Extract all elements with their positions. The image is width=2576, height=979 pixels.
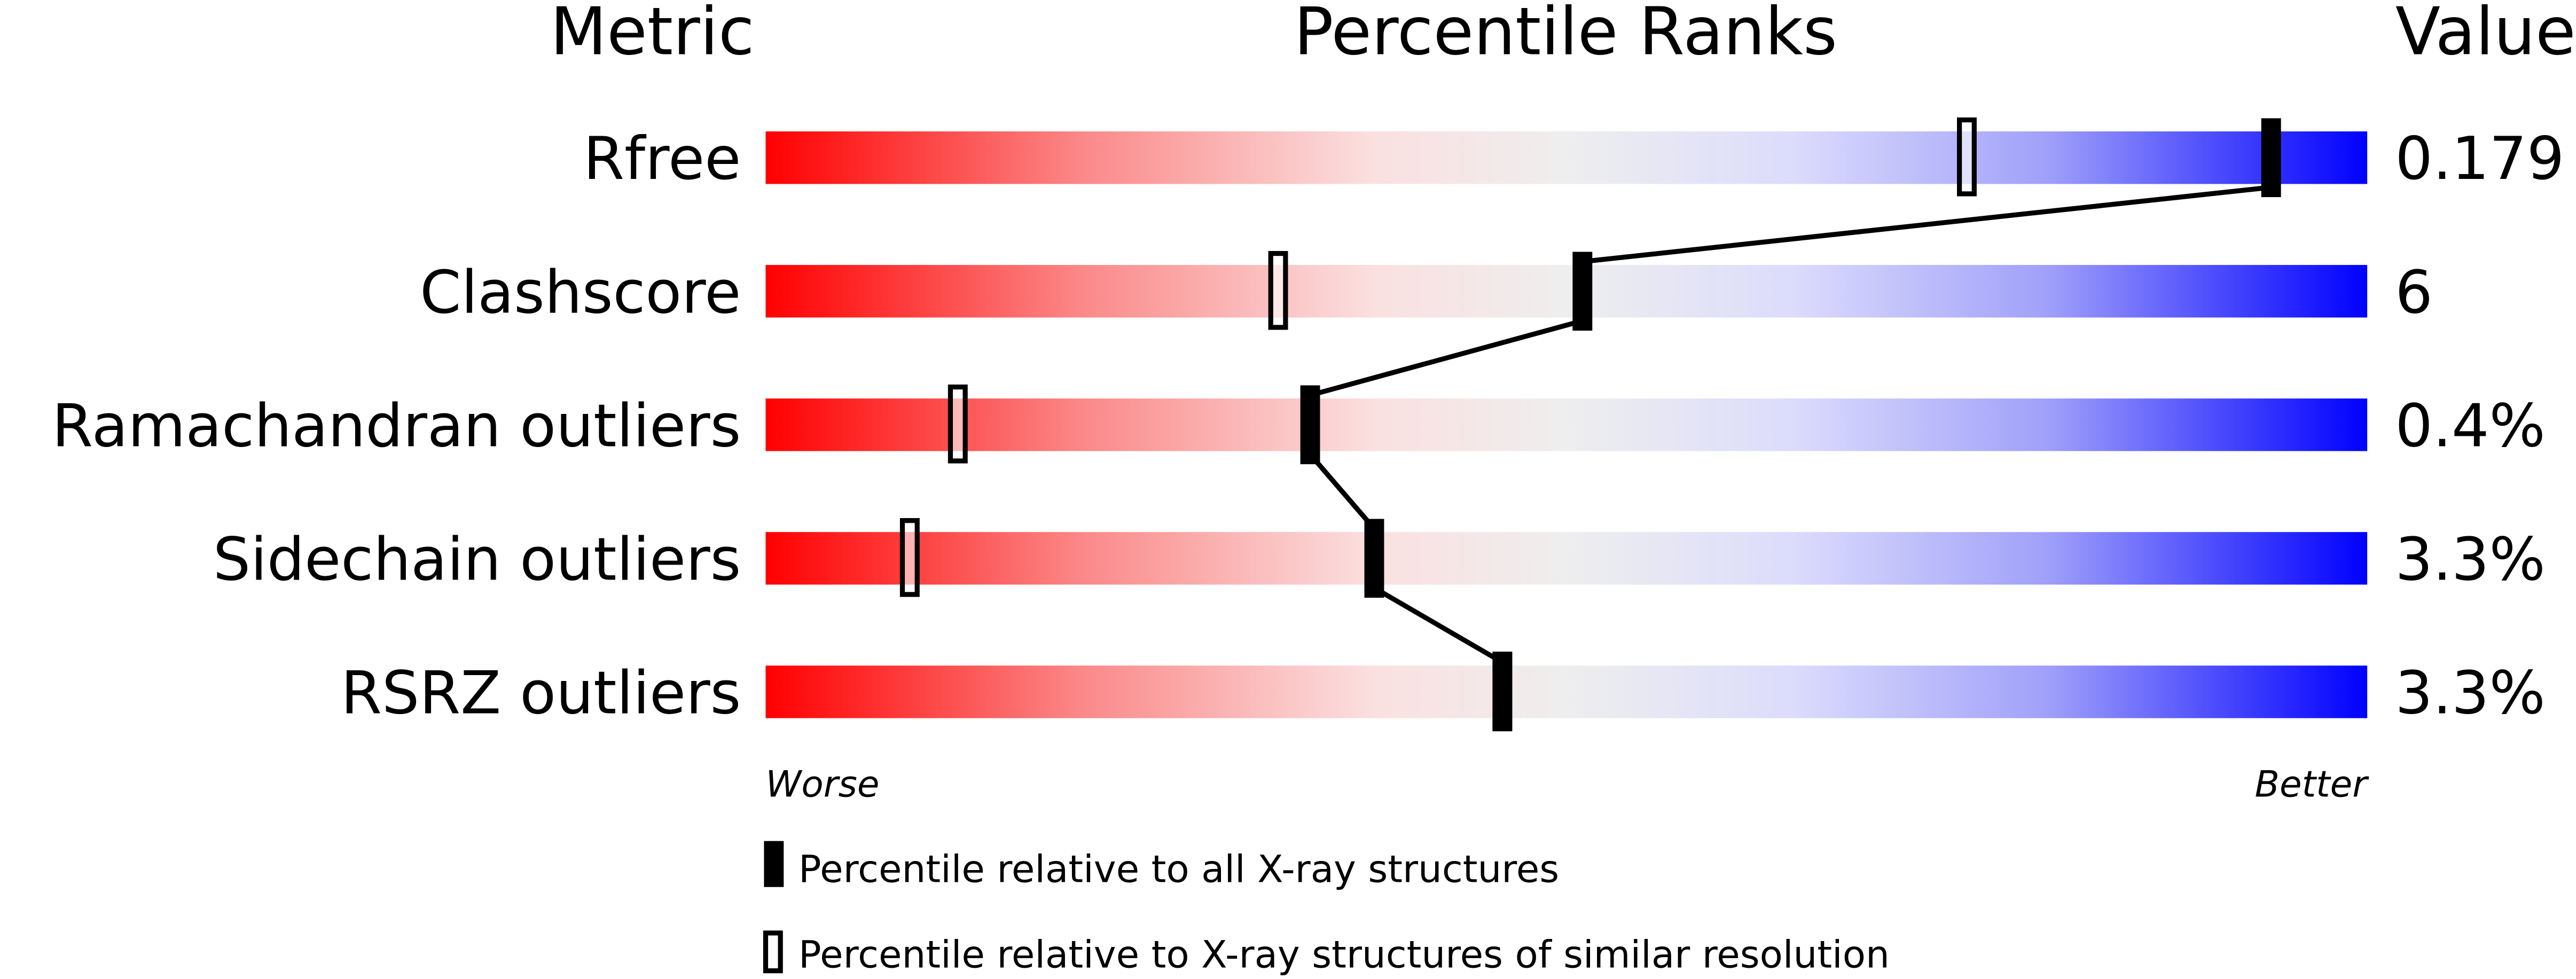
percentile-bar (765, 131, 2368, 184)
legend-similar-resolution: Percentile relative to X-ray structures … (798, 932, 1890, 976)
percentile-bar (765, 265, 2368, 318)
metric-value: 0.4% (2395, 391, 2545, 460)
metric-label: Clashscore (420, 258, 741, 327)
metric-label: Ramachandran outliers (52, 391, 741, 460)
metric-value: 3.3% (2395, 525, 2545, 594)
all-structures-marker (2261, 118, 2281, 198)
similar-resolution-marker (948, 384, 968, 464)
similar-resolution-marker (1956, 117, 1977, 197)
metric-label: Rfree (583, 124, 741, 193)
metric-value: 6 (2395, 258, 2432, 327)
similar-resolution-marker (899, 518, 920, 597)
all-structures-marker (1492, 652, 1513, 732)
header-value: Value (2395, 0, 2576, 70)
metric-value: 3.3% (2395, 659, 2545, 727)
legend-filled-marker-icon (764, 841, 784, 887)
header-percentile-ranks: Percentile Ranks (1294, 0, 1837, 70)
percentile-bar (765, 398, 2368, 451)
legend-all-structures: Percentile relative to all X-ray structu… (798, 847, 1559, 891)
similar-resolution-marker (1268, 250, 1288, 330)
metric-label: RSRZ outliers (341, 659, 741, 727)
percentile-bar (765, 532, 2368, 585)
all-structures-marker (1364, 519, 1384, 598)
legend-open-marker-icon (763, 930, 783, 974)
all-structures-marker (1572, 252, 1593, 331)
header-metric: Metric (550, 0, 754, 70)
metric-value: 0.179 (2395, 124, 2564, 193)
all-structures-marker (1300, 385, 1320, 465)
percentile-bar (765, 665, 2368, 718)
axis-worse-label: Worse (765, 763, 879, 805)
metric-label: Sidechain outliers (213, 525, 741, 594)
axis-better-label: Better (2255, 763, 2370, 805)
